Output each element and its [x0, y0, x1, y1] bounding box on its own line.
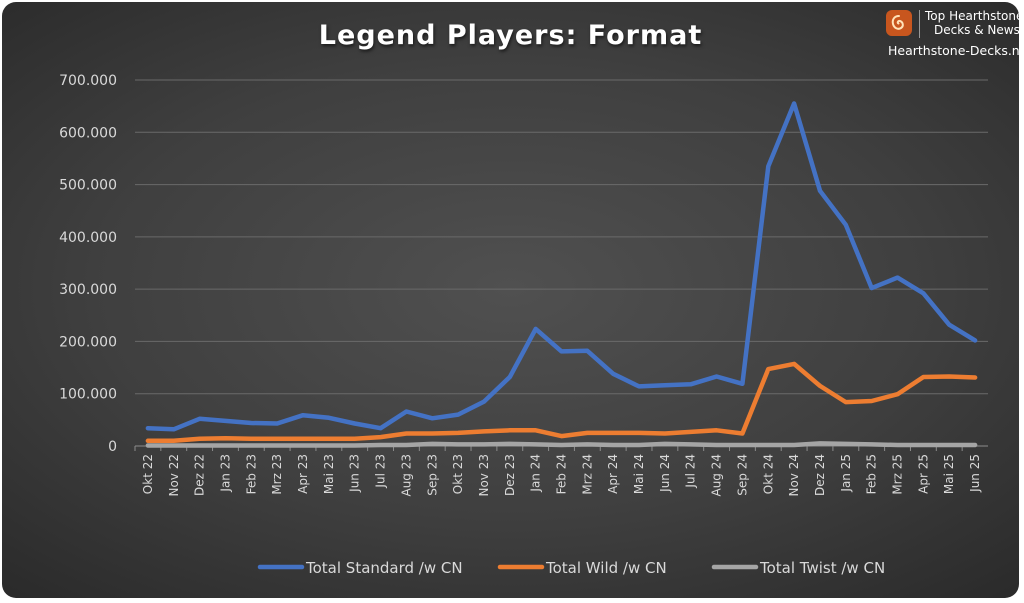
x-tick-label: Jan 23 [218, 454, 232, 493]
x-tick-label: Jun 25 [968, 454, 982, 493]
series-line [145, 441, 978, 448]
y-tick-label: 600.000 [59, 125, 117, 141]
x-tick-label: Apr 24 [606, 454, 620, 494]
brand-tagline-line1: Top Hearthstone [925, 9, 1019, 23]
legend-label: Total Standard /w CN [305, 559, 463, 577]
x-tick-label: Mai 24 [632, 454, 646, 494]
x-tick-label: Sep 24 [735, 454, 749, 496]
x-tick-label: Mai 25 [942, 454, 956, 494]
x-tick-label: Jun 23 [348, 454, 362, 493]
x-tick-label: Mrz 23 [270, 454, 284, 495]
x-axis-tick-labels: Okt 22 Nov 22 Dez 22 Jan 23 Feb 23 Mrz 23 Apr … [141, 454, 982, 497]
x-tick-label: Okt 24 [761, 454, 775, 494]
hearthstone-logo-icon [886, 10, 912, 36]
x-tick-label: Nov 22 [167, 454, 181, 497]
x-tick-label: Mrz 24 [580, 454, 594, 495]
x-tick-label: Mai 23 [322, 454, 336, 494]
y-tick-label: 500.000 [59, 178, 117, 194]
legend-label: Total Wild /w CN [545, 559, 667, 577]
x-tick-label: Jul 23 [374, 454, 388, 489]
x-tick-label: Sep 23 [425, 454, 439, 496]
y-tick-label: 700.000 [59, 73, 117, 89]
x-tick-label: Aug 23 [399, 454, 413, 497]
x-tick-label: Dez 24 [813, 454, 827, 496]
series-line [145, 361, 978, 444]
y-tick-label: 200.000 [59, 334, 117, 350]
y-tick-label: 300.000 [59, 282, 117, 298]
legend: Total Standard /w CN Total Wild /w CN Tota… [257, 559, 885, 577]
x-tick-label: Dez 23 [503, 454, 517, 496]
x-tick-label: Mrz 25 [891, 454, 905, 495]
brand-tagline-line2: Decks & News [934, 23, 1019, 37]
x-tick-label: Nov 23 [477, 454, 491, 497]
brand-url-link[interactable]: Hearthstone-Decks.net [888, 43, 1019, 58]
y-tick-label: 0 [108, 439, 117, 455]
x-tick-label: Nov 24 [787, 454, 801, 497]
x-tick-label: Jan 25 [839, 454, 853, 493]
y-tick-label: 400.000 [59, 230, 117, 246]
x-tick-label: Jun 24 [658, 454, 672, 493]
series-lines [145, 101, 978, 448]
x-tick-label: Jul 24 [684, 454, 698, 489]
x-tick-label: Okt 22 [141, 454, 155, 494]
brand-divider [919, 10, 920, 38]
brand-badge[interactable]: Top Hearthstone Decks & News Hearthstone… [882, 6, 1019, 62]
x-tick-label: Aug 24 [710, 454, 724, 497]
y-axis-tick-labels: 0 100.000 200.000 300.000 400.000 500.000 600.… [59, 73, 117, 455]
legend-label: Total Twist /w CN [759, 559, 885, 577]
x-tick-label: Dez 22 [193, 454, 207, 496]
x-tick-label: Feb 23 [244, 454, 258, 494]
y-tick-label: 100.000 [59, 387, 117, 403]
x-tick-label: Jan 24 [529, 454, 543, 493]
x-tick-label: Feb 24 [555, 454, 569, 494]
x-tick-label: Feb 25 [865, 454, 879, 494]
x-tick-label: Apr 23 [296, 454, 310, 494]
x-tick-label: Okt 23 [451, 454, 465, 494]
chart-title: Legend Players: Format [318, 20, 703, 51]
x-tick-label: Apr 25 [916, 454, 930, 494]
series-line [145, 101, 978, 432]
